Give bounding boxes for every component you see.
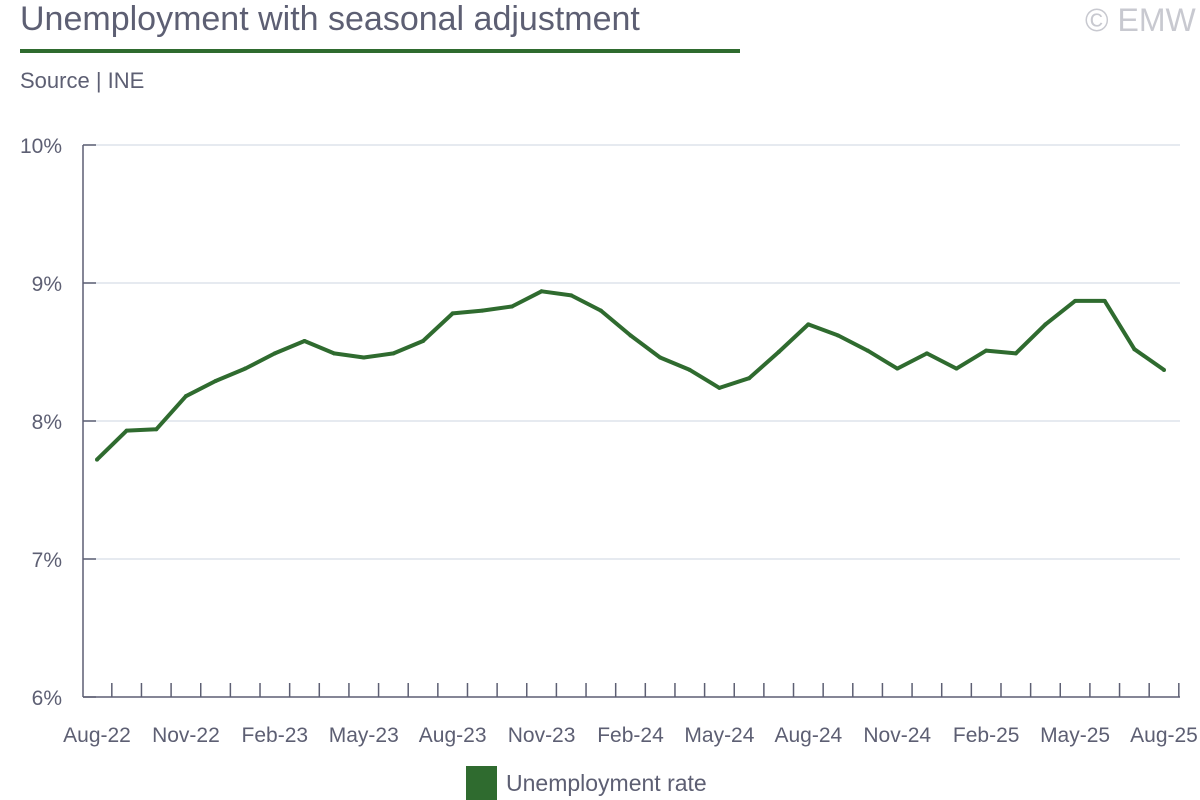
x-tick-label: May-23 xyxy=(329,724,399,747)
data-point xyxy=(361,355,366,360)
data-point xyxy=(1102,298,1107,303)
data-point xyxy=(1132,347,1137,352)
chart-source: Source | INE xyxy=(20,68,145,93)
data-point xyxy=(480,308,485,313)
data-point xyxy=(924,351,929,356)
x-tick-label: Feb-23 xyxy=(242,724,309,747)
data-point xyxy=(865,348,870,353)
series-line-unemployment-rate xyxy=(95,289,1166,462)
x-tick-label: May-24 xyxy=(684,724,754,747)
x-tick-label: Aug-23 xyxy=(419,724,487,747)
data-point xyxy=(895,366,900,371)
chart-title: Unemployment with seasonal adjustment xyxy=(20,0,640,38)
data-point xyxy=(509,304,514,309)
data-point xyxy=(243,366,248,371)
data-point xyxy=(687,367,692,372)
y-tick-label: 6% xyxy=(32,687,62,710)
y-tick-label: 10% xyxy=(20,135,62,158)
x-tick-label: Aug-22 xyxy=(63,724,131,747)
x-tick-label: Feb-24 xyxy=(597,724,664,747)
data-point xyxy=(1013,351,1018,356)
data-point xyxy=(1073,298,1078,303)
legend-label: Unemployment rate xyxy=(506,769,707,796)
data-point xyxy=(332,351,337,356)
x-tick-label: Nov-24 xyxy=(863,724,931,747)
data-point xyxy=(747,376,752,381)
legend: Unemployment rate xyxy=(466,766,707,800)
data-point xyxy=(776,350,781,354)
data-point xyxy=(835,333,840,338)
title-underline xyxy=(20,49,740,53)
data-point xyxy=(598,308,603,313)
data-point xyxy=(1043,322,1048,327)
data-point xyxy=(421,338,426,343)
data-point xyxy=(213,378,218,383)
data-point xyxy=(391,351,396,356)
y-tick-label: 7% xyxy=(32,549,62,572)
data-point xyxy=(1162,367,1166,372)
x-tick-label: Aug-24 xyxy=(774,724,842,747)
data-point xyxy=(272,351,277,356)
copyright-watermark: © EMW xyxy=(1085,2,1196,38)
data-point xyxy=(539,289,544,294)
data-point xyxy=(154,427,159,432)
data-point xyxy=(302,338,307,343)
data-point xyxy=(984,348,989,353)
data-point xyxy=(183,394,188,399)
data-point xyxy=(806,322,811,327)
data-point xyxy=(954,366,959,371)
data-point xyxy=(95,457,99,462)
data-point xyxy=(569,293,574,298)
data-point xyxy=(658,355,663,360)
y-tick-label: 9% xyxy=(32,273,62,296)
x-tick-label: Nov-22 xyxy=(152,724,220,747)
y-tick-label: 8% xyxy=(32,411,62,434)
data-point xyxy=(628,333,633,338)
x-tick-label: Nov-23 xyxy=(508,724,576,747)
data-point xyxy=(124,428,129,433)
data-point xyxy=(717,385,722,390)
legend-swatch xyxy=(466,766,497,800)
data-point xyxy=(450,311,455,316)
x-tick-label: Feb-25 xyxy=(953,724,1020,747)
x-tick-label: May-25 xyxy=(1040,724,1110,747)
x-tick-label: Aug-25 xyxy=(1130,724,1198,747)
